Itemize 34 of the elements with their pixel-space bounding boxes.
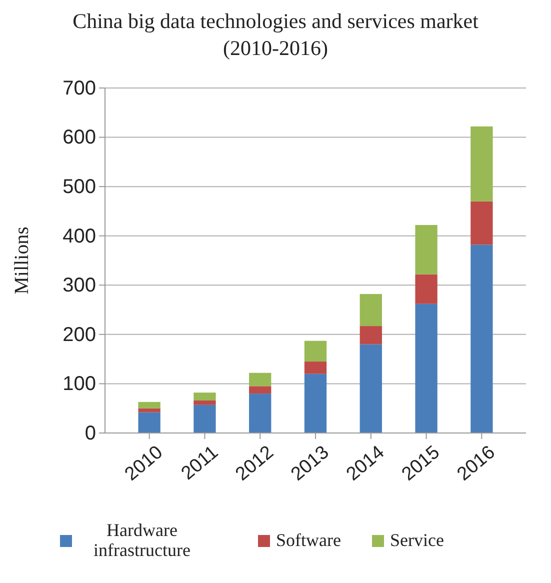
- bar: [304, 340, 327, 362]
- bar: [194, 404, 216, 433]
- bar: [360, 326, 382, 344]
- bar: [194, 392, 216, 400]
- legend-label: Hardware infrastructure: [94, 520, 190, 560]
- bar: [138, 408, 160, 412]
- bar: [470, 244, 493, 433]
- y-tick-label: 400: [62, 225, 96, 248]
- bar: [138, 412, 160, 433]
- bar: [138, 402, 160, 408]
- bar: [194, 400, 216, 405]
- chart-title: China big data technologies and services market (2010-2016): [72, 9, 479, 60]
- legend-label: Software: [276, 530, 341, 550]
- bar: [304, 374, 327, 433]
- y-tick-label: 100: [62, 373, 96, 396]
- y-tick-label: 600: [62, 126, 96, 149]
- y-tick-label: 700: [62, 77, 96, 100]
- legend-label: Service: [390, 530, 444, 550]
- bar: [249, 372, 272, 386]
- y-axis-title: Millions: [11, 226, 33, 294]
- y-tick-label: 300: [62, 274, 96, 297]
- bar: [470, 126, 493, 202]
- y-tick-label: 0: [84, 422, 96, 444]
- bar: [415, 225, 438, 274]
- bar: [470, 201, 493, 245]
- bar: [360, 294, 382, 326]
- bar: [304, 362, 327, 374]
- y-tick-label: 500: [62, 176, 96, 198]
- bar: [415, 304, 438, 433]
- y-tick-label: 200: [62, 324, 96, 346]
- bar: [360, 344, 382, 433]
- bar: [249, 394, 272, 433]
- bar: [249, 386, 272, 394]
- bar: [415, 274, 438, 304]
